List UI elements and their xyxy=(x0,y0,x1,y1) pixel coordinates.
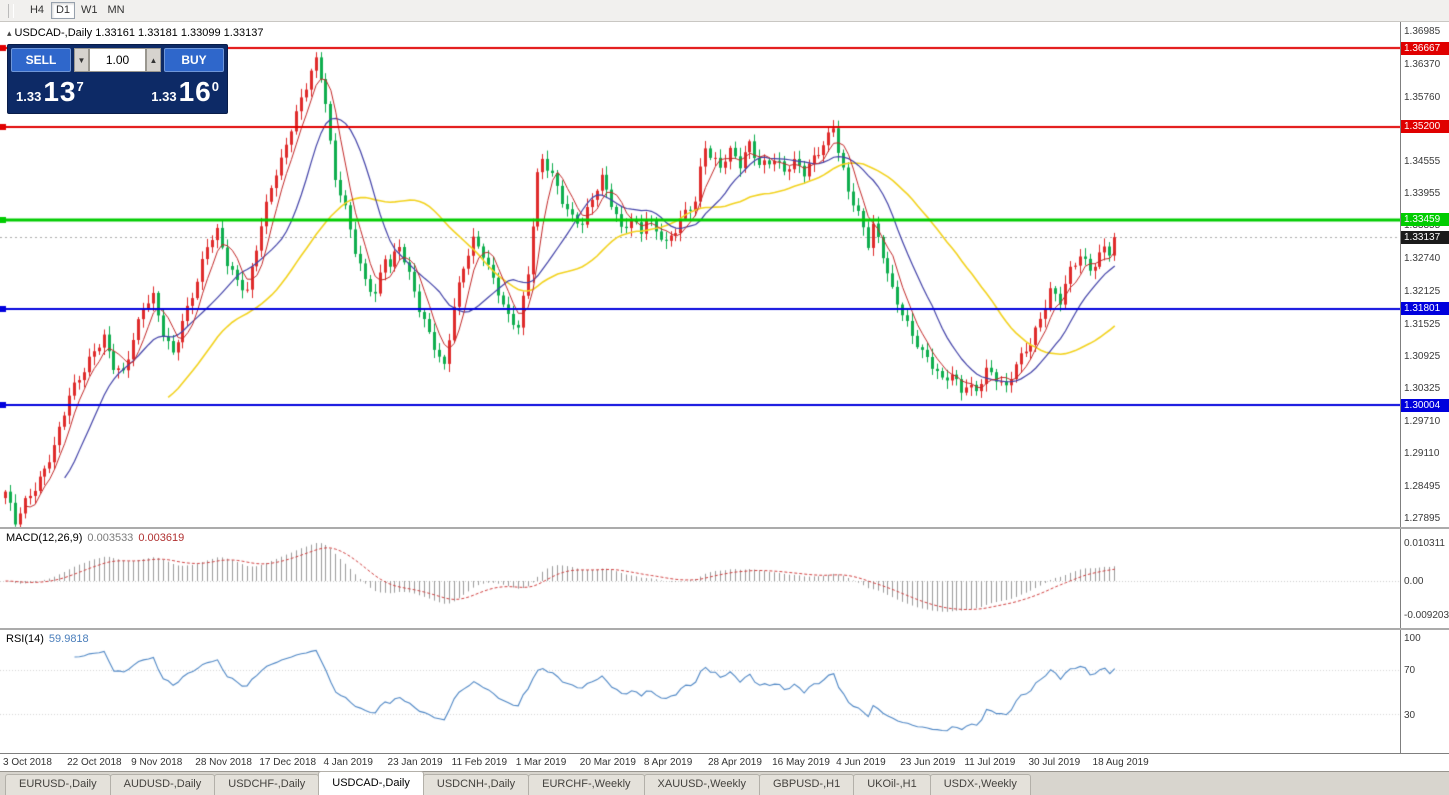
volume-increase-icon[interactable]: ▲ xyxy=(146,48,161,72)
macd-axis-label: -0.009203 xyxy=(1404,610,1449,621)
chart-tab-xauusd[interactable]: XAUUSD-,Weekly xyxy=(643,774,760,795)
date-axis-label: 11 Feb 2019 xyxy=(451,757,508,768)
one-click-trading-panel: SELL ▼ ▲ BUY 1.33137 1.33160 xyxy=(7,44,228,114)
rsi-name: RSI(14) xyxy=(6,633,44,645)
price-axis-label: 1.32125 xyxy=(1404,286,1441,298)
price-axis-label: 1.27895 xyxy=(1404,513,1441,524)
chart-tab-gbpusd[interactable]: GBPUSD-,H1 xyxy=(758,774,855,795)
macd-main-value: 0.003533 xyxy=(87,532,134,544)
date-axis-label: 30 Jul 2019 xyxy=(1028,757,1081,768)
price-level-badge: 1.31801 xyxy=(1401,302,1449,316)
price-axis-label: 1.34555 xyxy=(1404,156,1441,168)
rsi-pane-canvas[interactable] xyxy=(0,630,1400,753)
price-level-badge: 1.36667 xyxy=(1401,41,1449,55)
chart-icon: ▴ xyxy=(7,28,12,38)
sell-button[interactable]: SELL xyxy=(11,48,71,72)
chart-tab-usdcad[interactable]: USDCAD-,Daily xyxy=(318,771,424,795)
pane-splitter-rsi[interactable] xyxy=(0,628,1449,630)
chart-tab-usdchf[interactable]: USDCHF-,Daily xyxy=(214,774,320,795)
chart-title: ▴ USDCAD-,Daily 1.33161 1.33181 1.33099 1… xyxy=(7,27,263,39)
date-axis-label: 1 Mar 2019 xyxy=(515,757,567,768)
price-axis-label: 1.35760 xyxy=(1404,91,1441,103)
macd-pane-canvas[interactable] xyxy=(0,529,1400,627)
price-axis-label: 1.29110 xyxy=(1404,447,1440,459)
price-axis-label: 1.31525 xyxy=(1404,318,1441,330)
price-axis-label: 1.33955 xyxy=(1404,188,1441,200)
trade-panel-controls: SELL ▼ ▲ BUY xyxy=(8,45,227,72)
date-axis-label: 16 May 2019 xyxy=(772,757,830,768)
bid-price-big: 13 xyxy=(43,76,77,107)
bid-price-pip: 7 xyxy=(76,79,84,94)
date-axis-label: 28 Nov 2018 xyxy=(195,757,252,768)
chart-tab-usdx[interactable]: USDX-,Weekly xyxy=(929,774,1031,795)
rsi-axis-label: 100 xyxy=(1404,633,1421,644)
price-axis-label: 1.29710 xyxy=(1404,415,1441,427)
chart-tab-eurusd[interactable]: EURUSD-,Daily xyxy=(5,774,111,795)
macd-name: MACD(12,26,9) xyxy=(6,532,83,544)
macd-axis-label: 0.010311 xyxy=(1404,538,1445,549)
chart-tab-usdcnh[interactable]: USDCNH-,Daily xyxy=(422,774,530,795)
date-axis-label: 23 Jun 2019 xyxy=(900,757,956,768)
chart-symbol-label: USDCAD-,Daily xyxy=(14,27,93,39)
trade-panel-prices: 1.33137 1.33160 xyxy=(8,72,227,108)
rsi-axis-label: 70 xyxy=(1404,665,1416,676)
price-axis-label: 1.36370 xyxy=(1404,58,1441,70)
volume-input[interactable] xyxy=(89,48,146,72)
timeframe-mn-button[interactable]: MN xyxy=(104,2,129,19)
date-axis-label: 18 Aug 2019 xyxy=(1092,757,1149,768)
price-level-badge: 1.33459 xyxy=(1401,213,1449,227)
price-chart-canvas[interactable] xyxy=(0,22,1400,527)
current-price-badge: 1.33137 xyxy=(1401,230,1449,244)
price-level-badge: 1.30004 xyxy=(1401,398,1449,412)
volume-decrease-icon[interactable]: ▼ xyxy=(74,48,89,72)
chart-tab-eurchf[interactable]: EURCHF-,Weekly xyxy=(528,774,645,795)
ask-price: 1.33160 xyxy=(151,76,219,108)
chart-tab-audusd[interactable]: AUDUSD-,Daily xyxy=(109,774,216,795)
price-axis-label: 1.32740 xyxy=(1404,253,1441,265)
price-axis[interactable]: 1.369851.363701.357601.351451.345551.339… xyxy=(1400,22,1449,753)
chart-tab-ukoil[interactable]: UKOil-,H1 xyxy=(853,774,931,795)
time-axis[interactable]: 3 Oct 2018 22 Oct 2018 9 Nov 2018 28 Nov 20… xyxy=(0,753,1449,771)
date-axis-label: 4 Jan 2019 xyxy=(323,757,373,768)
pane-splitter-macd[interactable] xyxy=(0,527,1449,529)
timeframe-toolbar: H4 D1 W1 MN xyxy=(0,0,1449,22)
price-axis-label: 1.30325 xyxy=(1404,382,1441,394)
rsi-axis-label: 30 xyxy=(1404,710,1416,721)
price-axis-label: 1.28495 xyxy=(1404,480,1441,492)
date-axis-label: 3 Oct 2018 xyxy=(3,757,52,768)
volume-stepper: ▼ ▲ xyxy=(74,48,161,72)
date-axis-label: 9 Nov 2018 xyxy=(131,757,183,768)
date-axis-label: 17 Dec 2018 xyxy=(259,757,317,768)
ask-price-big: 16 xyxy=(178,76,212,107)
date-axis-label: 20 Mar 2019 xyxy=(579,757,636,768)
bid-price: 1.33137 xyxy=(16,76,84,108)
price-axis-label: 1.36985 xyxy=(1404,26,1441,37)
date-axis-label: 4 Jun 2019 xyxy=(836,757,886,768)
bid-price-main: 1.33 xyxy=(16,89,42,104)
date-axis-label: 23 Jan 2019 xyxy=(387,757,443,768)
price-level-badge: 1.35200 xyxy=(1401,120,1449,134)
date-axis-label: 28 Apr 2019 xyxy=(707,757,762,768)
timeframe-w1-button[interactable]: W1 xyxy=(77,2,102,19)
ask-price-pip: 0 xyxy=(211,79,219,94)
date-axis-label: 8 Apr 2019 xyxy=(643,757,693,768)
toolbar-grip[interactable] xyxy=(8,3,14,18)
chart-tab-bar: EURUSD-,Daily AUDUSD-,Daily USDCHF-,Daily U… xyxy=(0,771,1449,795)
price-axis-label: 1.30925 xyxy=(1404,350,1441,362)
rsi-indicator-label: RSI(14) 59.9818 xyxy=(6,633,89,645)
date-axis-label: 22 Oct 2018 xyxy=(67,757,122,768)
timeframe-h4-button[interactable]: H4 xyxy=(25,2,49,19)
rsi-value: 59.9818 xyxy=(48,633,89,645)
ask-price-main: 1.33 xyxy=(151,89,177,104)
timeframe-d1-button[interactable]: D1 xyxy=(51,2,75,19)
date-axis-label: 11 Jul 2019 xyxy=(964,757,1016,768)
chart-ohlc-values: 1.33161 1.33181 1.33099 1.33137 xyxy=(95,27,264,39)
macd-axis-label: 0.00 xyxy=(1404,576,1424,587)
macd-indicator-label: MACD(12,26,9) 0.003533 0.003619 xyxy=(6,532,184,544)
macd-signal-value: 0.003619 xyxy=(138,532,185,544)
buy-button[interactable]: BUY xyxy=(164,48,224,72)
